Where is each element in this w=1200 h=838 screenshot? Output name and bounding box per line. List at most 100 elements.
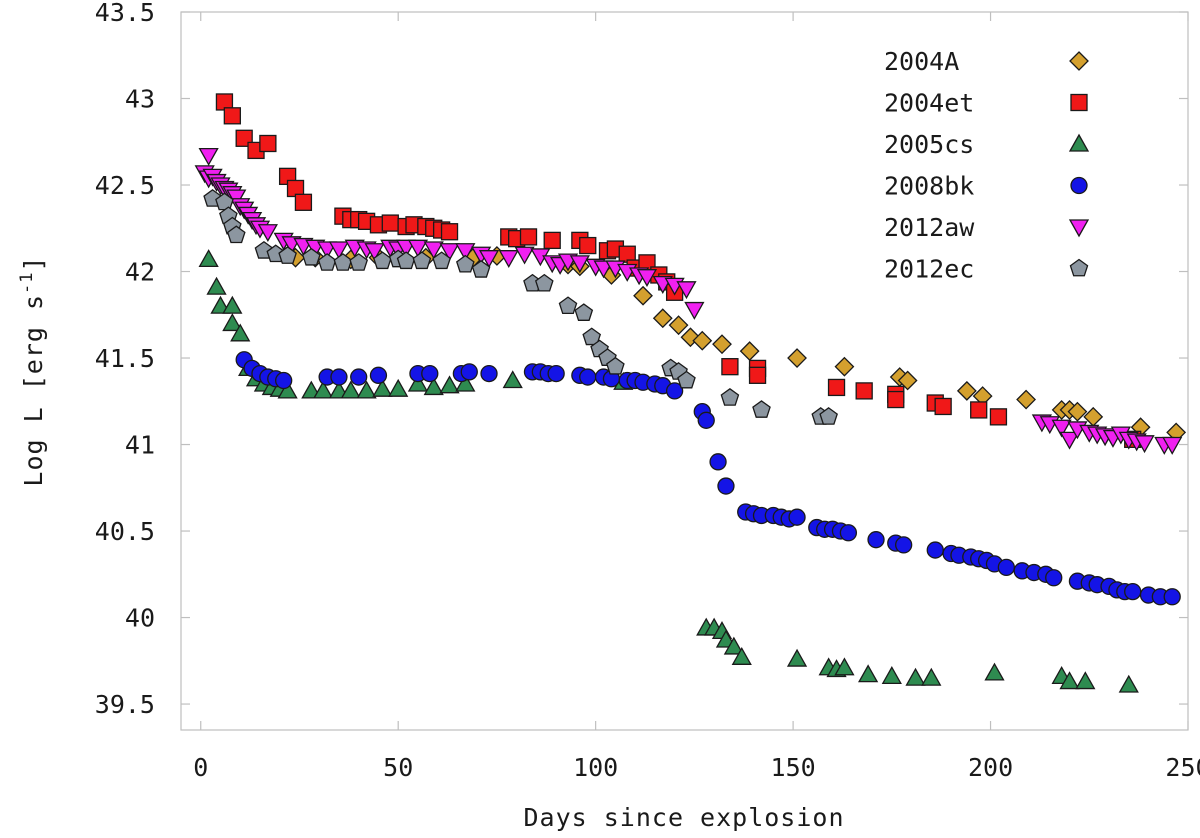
- data-point: [1051, 419, 1072, 438]
- x-tick-label: 150: [771, 753, 816, 782]
- legend-label: 2012ec: [884, 255, 974, 284]
- data-point: [206, 276, 227, 295]
- data-marks: [194, 93, 1187, 693]
- data-point: [787, 348, 807, 368]
- data-point: [198, 147, 219, 166]
- data-point: [1134, 435, 1155, 454]
- series-2004A: [285, 246, 1187, 443]
- data-point: [934, 397, 952, 416]
- x-axis-label: Days since explosion: [523, 803, 844, 832]
- x-axis: 0 50 100 150 200 250: [193, 12, 1200, 782]
- data-point: [606, 356, 625, 375]
- legend-marker: [1068, 219, 1090, 238]
- y-axis-label-base: Log L [erg s: [19, 294, 48, 487]
- data-point: [989, 408, 1008, 426]
- data-point: [421, 364, 439, 383]
- data-point: [786, 648, 808, 667]
- data-point: [881, 666, 902, 685]
- series-2008bk: [235, 351, 1181, 606]
- y-axis-label-close: ]: [19, 255, 48, 271]
- data-point: [372, 378, 393, 397]
- x-tick-label: 100: [573, 753, 618, 782]
- data-point: [369, 366, 388, 384]
- data-point: [636, 269, 658, 288]
- data-point: [970, 401, 988, 419]
- data-point: [720, 388, 740, 406]
- data-point: [1118, 674, 1139, 693]
- x-tick-label: 50: [383, 753, 413, 782]
- data-point: [349, 253, 369, 271]
- data-point: [388, 378, 409, 397]
- data-point: [333, 253, 353, 271]
- data-point: [582, 327, 602, 346]
- data-point: [1059, 671, 1080, 690]
- data-point: [997, 558, 1015, 577]
- data-point: [432, 251, 451, 270]
- x-tick-label: 0: [193, 753, 208, 782]
- data-point: [455, 373, 476, 392]
- legend-marker: [1070, 176, 1088, 195]
- data-point: [697, 411, 715, 429]
- y-tick-label: 42: [125, 258, 155, 287]
- data-point: [1067, 401, 1088, 422]
- data-point: [827, 378, 846, 397]
- data-point: [330, 368, 348, 386]
- data-point: [439, 243, 460, 262]
- data-point: [514, 246, 535, 265]
- y-tick-label: 41: [125, 431, 155, 460]
- data-point: [1016, 389, 1037, 410]
- data-point: [198, 249, 219, 268]
- series-2012aw: [194, 147, 1183, 455]
- data-point: [423, 241, 444, 260]
- data-point: [723, 636, 744, 655]
- y-axis: 39.5 40 40.5 41 41.5 42 42.5 43 43.5: [95, 0, 1188, 719]
- data-point: [717, 477, 735, 495]
- data-point: [709, 453, 727, 471]
- data-point: [471, 259, 491, 278]
- data-point: [569, 255, 590, 274]
- data-point: [579, 368, 597, 386]
- legend-label: 2004et: [884, 89, 974, 118]
- data-point: [534, 273, 554, 292]
- data-point: [887, 390, 905, 409]
- x-tick-label: 200: [968, 753, 1013, 782]
- y-axis-label-exponent: -1: [17, 271, 37, 293]
- data-point: [498, 250, 519, 269]
- y-tick-label: 39.5: [95, 690, 155, 719]
- data-point: [223, 107, 241, 125]
- data-point: [676, 281, 697, 300]
- data-point: [748, 366, 767, 384]
- y-tick-label: 42.5: [95, 171, 155, 200]
- legend-item: 2012ec: [884, 255, 1089, 284]
- legend: 2004A 2004et 2005cs 2008bk 2012aw 2012ec: [884, 47, 1090, 284]
- data-point: [439, 375, 460, 394]
- data-point: [652, 308, 673, 329]
- data-point: [926, 541, 944, 559]
- data-point: [834, 356, 855, 377]
- data-point: [478, 250, 500, 269]
- data-point: [984, 662, 1005, 681]
- data-point: [1124, 582, 1142, 601]
- data-point: [721, 358, 739, 376]
- data-point: [855, 382, 873, 400]
- data-point: [396, 251, 416, 270]
- data-point: [412, 251, 432, 270]
- legend-item: 2004et: [884, 89, 1088, 118]
- data-point: [867, 531, 885, 549]
- legend-label: 2004A: [884, 47, 959, 76]
- data-point: [407, 239, 429, 258]
- data-point: [858, 664, 879, 683]
- data-point: [684, 301, 705, 320]
- legend-marker: [1069, 51, 1089, 71]
- data-point: [1059, 431, 1080, 450]
- y-tick-label: 43.5: [95, 0, 155, 27]
- data-point: [1162, 436, 1183, 455]
- y-tick-label: 41.5: [95, 344, 155, 373]
- data-point: [633, 285, 653, 306]
- data-point: [257, 224, 278, 243]
- data-point: [905, 667, 926, 686]
- data-point: [665, 382, 684, 400]
- data-point: [543, 231, 561, 250]
- data-point: [956, 380, 977, 401]
- legend-item: 2005cs: [884, 130, 1090, 159]
